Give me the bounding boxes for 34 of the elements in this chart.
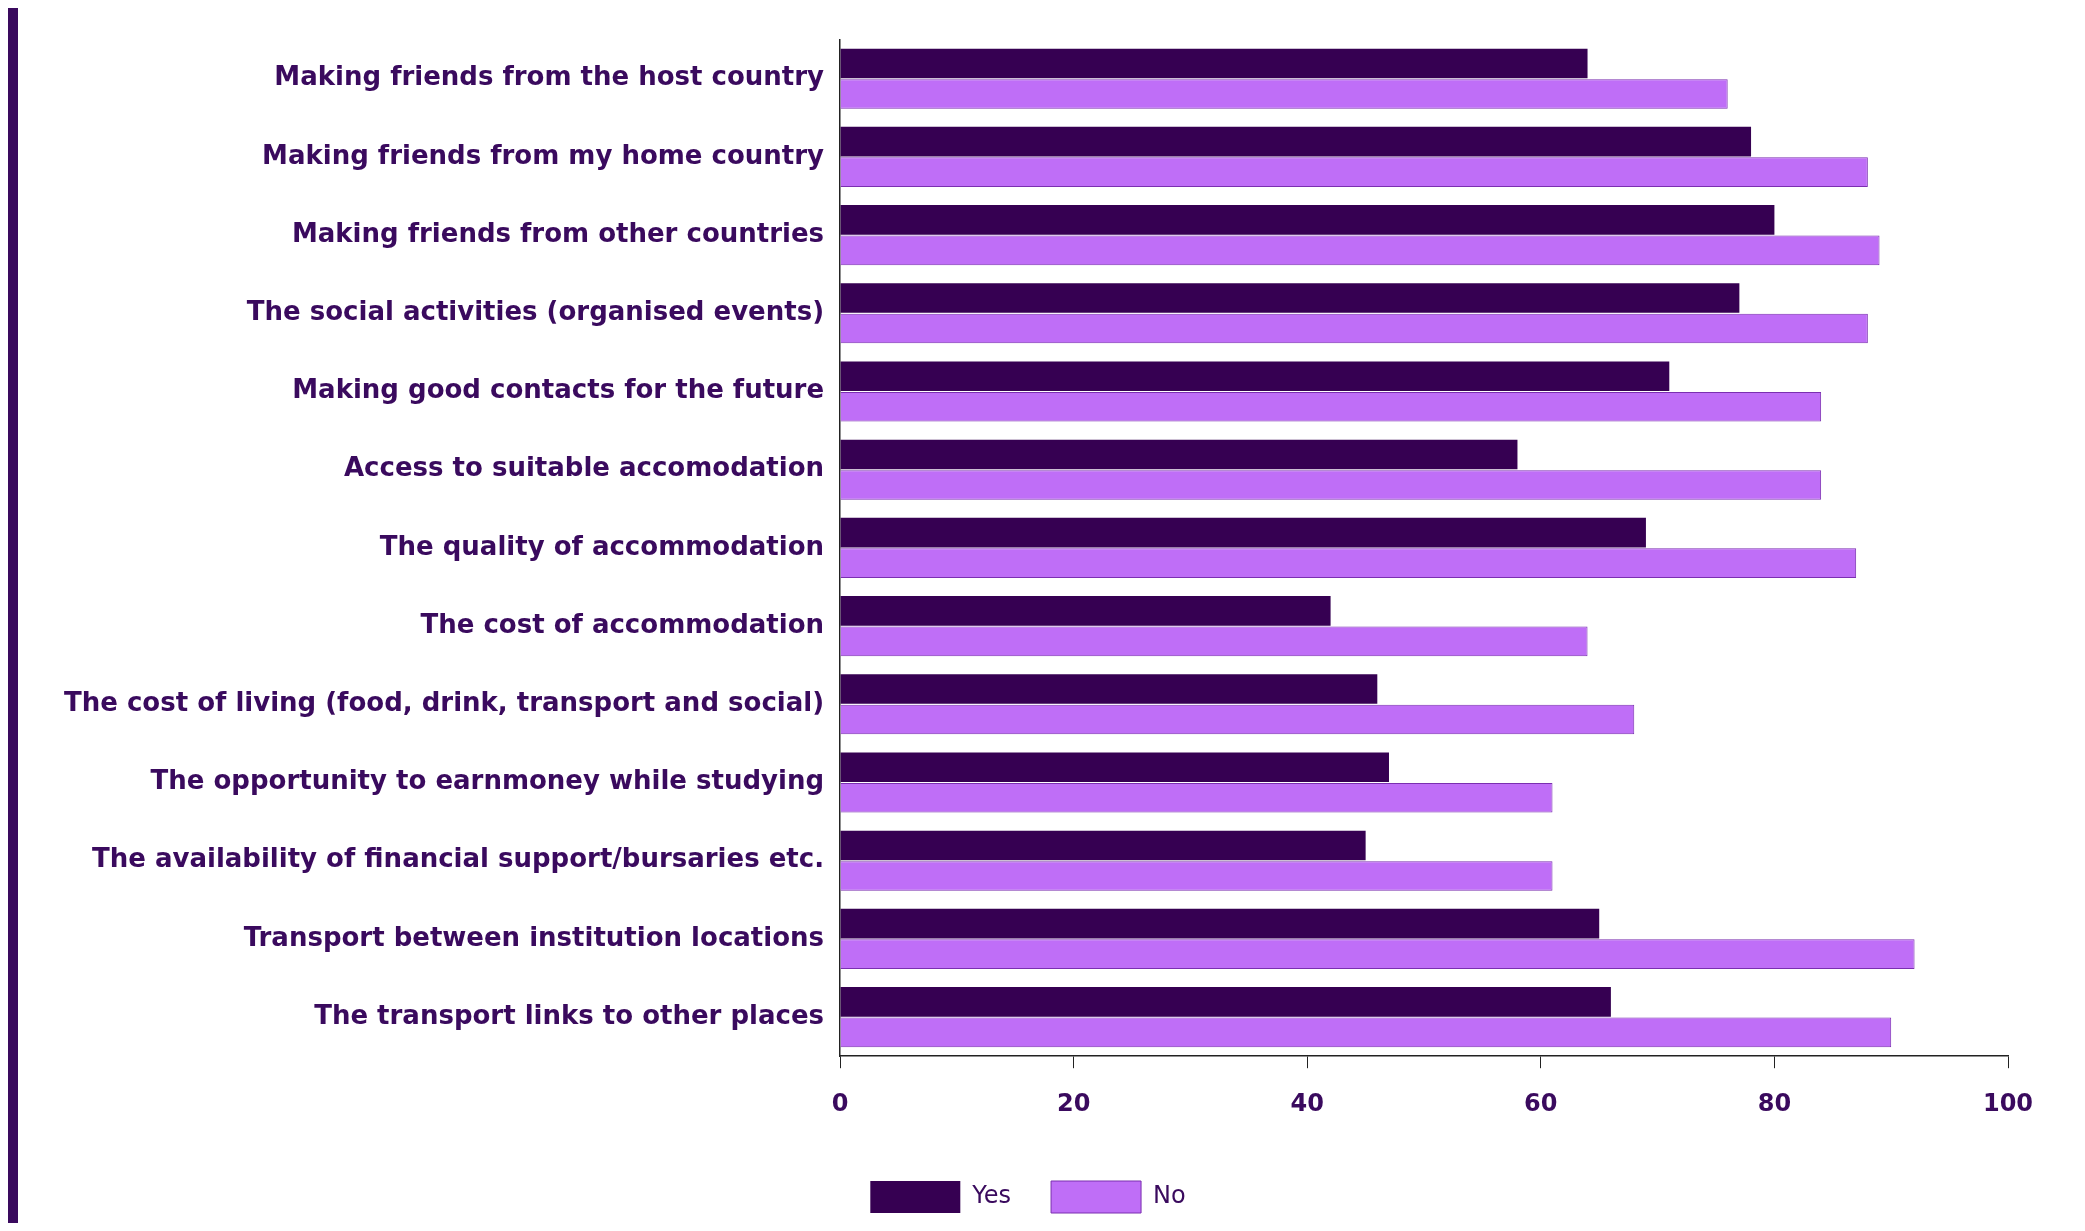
x-tick-label: 40 [1290, 1088, 1324, 1117]
y-tick-label: The social activities (organised events) [246, 296, 825, 327]
y-tick-label: The quality of accommodation [379, 530, 825, 561]
y-tick-label: Making friends from the host country [274, 61, 825, 92]
y-tick-label: Making friends from my home country [262, 139, 825, 170]
bar [840, 361, 1670, 392]
y-tick-label: The opportunity to earnmoney while studying [150, 765, 825, 796]
x-tick-label: 20 [1056, 1088, 1091, 1117]
y-tick-label: The cost of accommodation [420, 608, 825, 639]
x-tick-label: 60 [1524, 1088, 1558, 1117]
bar [840, 205, 1775, 235]
y-tick-label: Making good contacts for the future [292, 374, 825, 405]
bar [840, 126, 1752, 157]
bar [840, 908, 1600, 939]
y-tick-label: Access to suitable accomodation [343, 452, 825, 483]
y-tick-label: The transport links to other places [314, 999, 825, 1030]
bar [840, 439, 1518, 470]
bar [840, 517, 1646, 548]
bar [840, 674, 1378, 704]
x-tick-label: 0 [831, 1088, 849, 1117]
legend-label: Yes [971, 1181, 1012, 1210]
bar [840, 987, 1611, 1017]
x-tick-label: 80 [1757, 1088, 1792, 1117]
bar [840, 752, 1389, 783]
y-tick-label: Making friends from other countries [291, 217, 825, 248]
y-tick-label: Transport between institution locations [243, 921, 825, 952]
bar [840, 830, 1366, 861]
legend-label: No [1153, 1181, 1186, 1210]
y-tick-label: The availability of financial support/bursaries etc. [92, 843, 825, 874]
x-tick-label: 100 [1982, 1088, 2034, 1117]
bar [840, 283, 1740, 313]
bar [840, 596, 1331, 626]
y-tick-label: The cost of living (food, drink, transport and social) [63, 687, 825, 718]
bar [840, 48, 1588, 79]
